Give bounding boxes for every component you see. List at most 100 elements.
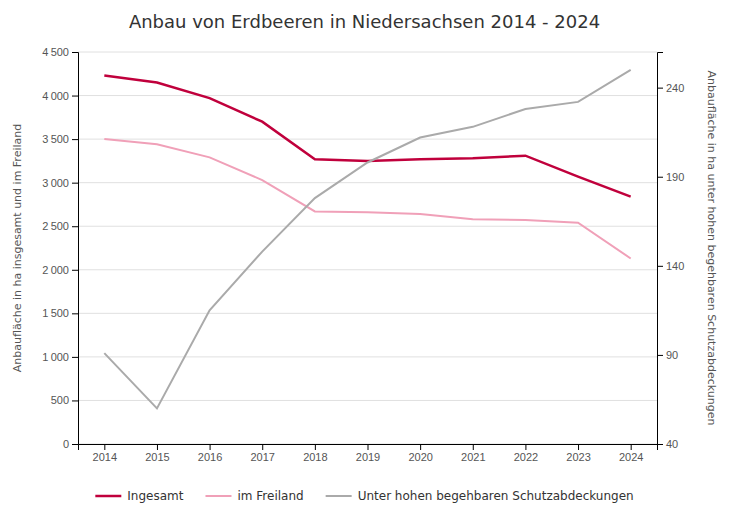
tick-label: 2016 — [198, 451, 222, 463]
legend-swatch — [326, 495, 352, 497]
tick-label: 2019 — [356, 451, 380, 463]
y2-axis-title: Anbaufläche in ha unter hohen begehbaren… — [705, 71, 718, 426]
grid-line — [78, 269, 657, 270]
x-axis: 2014 2015 2016 2017 2018 2019 2020 2021 2022 2023… — [79, 444, 658, 463]
tick-label: 4 000 — [42, 90, 69, 102]
tick-label: 3 500 — [42, 133, 69, 145]
legend-label: im Freiland — [237, 489, 303, 503]
y2-axis: 40 90 140 190 240 — [657, 53, 684, 451]
tick: 2 500 — [42, 220, 78, 232]
axis-line — [72, 53, 79, 445]
tick: 2020 — [408, 444, 432, 463]
marks — [104, 70, 630, 409]
tick: 2023 — [566, 444, 590, 463]
tick-label: 2018 — [303, 451, 327, 463]
tick-label: 1 000 — [42, 351, 69, 363]
legend-item: Unter hohen begehbaren Schutzabdeckungen — [326, 489, 634, 503]
legend-item: im Freiland — [205, 489, 303, 503]
tick-mark — [72, 226, 78, 227]
series-line — [104, 70, 630, 409]
tick-label: 2015 — [145, 451, 169, 463]
tick: 1 500 — [42, 307, 78, 319]
tick-label: 2021 — [461, 451, 485, 463]
legend-swatch — [95, 495, 121, 498]
tick-mark — [72, 270, 78, 271]
tick: 3 000 — [42, 177, 78, 189]
tick-label: 190 — [666, 171, 684, 183]
tick-mark — [72, 183, 78, 184]
tick: 500 — [51, 394, 78, 406]
grid — [78, 52, 657, 444]
tick-mark — [72, 313, 78, 314]
tick-label: 2014 — [93, 451, 117, 463]
grid-line — [78, 356, 657, 357]
tick-mark — [631, 444, 632, 450]
series-line — [104, 139, 630, 258]
chart-container: 2014 2015 2016 2017 2018 2019 2020 2021 2022 2023… — [0, 0, 729, 516]
tick-label: 2017 — [250, 451, 274, 463]
tick-mark — [72, 357, 78, 358]
y-axis-title: Anbaufläche in ha insgesamt und im Freil… — [11, 124, 24, 372]
tick-label: 40 — [666, 438, 678, 450]
tick-label: 240 — [666, 82, 684, 94]
tick: 3 500 — [42, 133, 78, 145]
tick-label: 140 — [666, 260, 684, 272]
tick-mark — [657, 88, 663, 89]
tick-mark — [368, 444, 369, 450]
tick-label: 3 000 — [42, 177, 69, 189]
tick-mark — [72, 444, 78, 445]
tick: 140 — [657, 260, 684, 272]
tick: 2015 — [145, 444, 169, 463]
tick: 2022 — [514, 444, 538, 463]
tick: 2017 — [250, 444, 274, 463]
tick: 1 000 — [42, 351, 78, 363]
legend-label: Unter hohen begehbaren Schutzabdeckungen — [358, 489, 634, 503]
legend-swatch — [205, 495, 231, 497]
tick-mark — [657, 177, 663, 178]
legend-label: Ingesamt — [127, 489, 183, 503]
tick: 4 500 — [42, 46, 78, 58]
tick: 240 — [657, 82, 684, 94]
tick-label: 4 500 — [42, 46, 69, 58]
tick: 2024 — [619, 444, 643, 463]
tick-mark — [657, 444, 663, 445]
tick-label: 2 000 — [42, 264, 69, 276]
series-line — [104, 76, 630, 197]
tick: 2 000 — [42, 264, 78, 276]
tick: 2016 — [198, 444, 222, 463]
tick: 90 — [657, 349, 678, 361]
tick-mark — [72, 139, 78, 140]
tick-mark — [578, 444, 579, 450]
legend: Ingesamt im Freiland Unter hohen begehbare… — [95, 489, 633, 503]
tick-mark — [262, 444, 263, 450]
axis-line — [658, 53, 664, 445]
tick-label: 90 — [666, 349, 678, 361]
tick-mark — [72, 96, 78, 97]
tick: 40 — [657, 438, 678, 450]
tick-label: 2 500 — [42, 220, 69, 232]
plot: 2014 2015 2016 2017 2018 2019 2020 2021 2022 2023… — [42, 46, 684, 463]
tick-label: 0 — [63, 438, 69, 450]
tick-mark — [420, 444, 421, 450]
tick-mark — [72, 400, 78, 401]
axis-line — [79, 445, 658, 451]
tick-mark — [657, 266, 663, 267]
tick-label: 2022 — [514, 451, 538, 463]
tick: 2019 — [356, 444, 380, 463]
chart-svg: 2014 2015 2016 2017 2018 2019 2020 2021 2022 2023… — [0, 0, 729, 516]
tick: 190 — [657, 171, 684, 183]
grid-line — [78, 182, 657, 183]
y-axis: 0 500 1 000 1 500 2 000 2 500 3 000 3 500 4 000 4… — [42, 46, 78, 450]
grid-line — [78, 313, 657, 314]
tick: 4 000 — [42, 90, 78, 102]
tick-mark — [157, 444, 158, 450]
tick-label: 2020 — [408, 451, 432, 463]
tick: 0 — [63, 438, 78, 450]
tick-mark — [210, 444, 211, 450]
grid-line — [78, 226, 657, 227]
tick-label: 1 500 — [42, 307, 69, 319]
tick-mark — [473, 444, 474, 450]
tick-mark — [657, 355, 663, 356]
title: Anbau von Erdbeeren in Niedersachsen 201… — [129, 11, 600, 32]
grid-line — [78, 400, 657, 401]
